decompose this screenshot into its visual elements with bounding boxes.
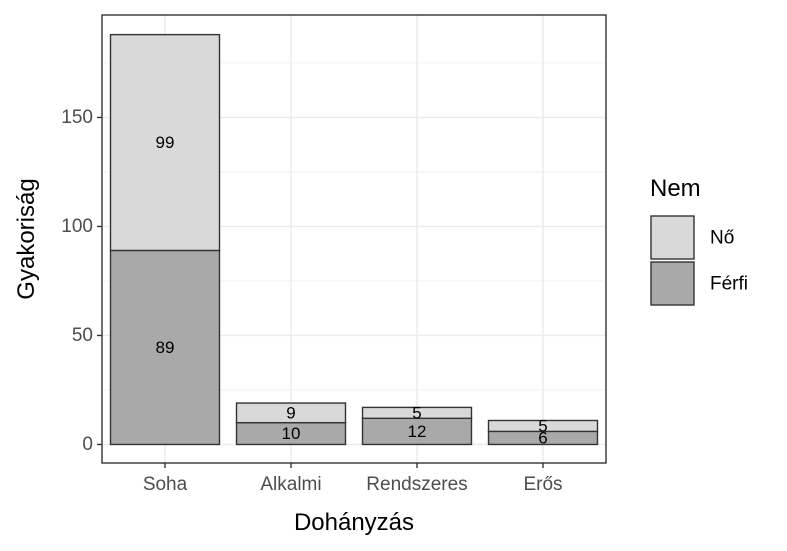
y-tick-label: 50 <box>72 325 93 346</box>
bar-value-label: 6 <box>538 428 547 447</box>
bar-value-label: 9 <box>286 403 295 422</box>
bars <box>109 33 599 446</box>
x-tick-label: Erős <box>523 474 562 495</box>
x-axis: Soha Alkalmi Rendszeres Erős <box>143 463 563 495</box>
bar-value-label: 10 <box>282 424 301 443</box>
bar-ferfi-0 <box>109 249 221 446</box>
bar-value-label: 99 <box>156 133 175 152</box>
bar-no-1 <box>235 402 347 424</box>
y-axis: 0 50 100 150 <box>61 107 102 455</box>
legend-key <box>650 261 695 306</box>
legend: Nem Nő Férfi <box>650 175 748 306</box>
y-axis-title: Gyakoriság <box>13 178 40 299</box>
bar-no-0 <box>109 33 221 252</box>
bar-value-label: 12 <box>408 422 427 441</box>
x-tick-label: Soha <box>143 474 188 495</box>
bar-value-label: 5 <box>538 416 547 435</box>
legend-title: Nem <box>650 175 701 202</box>
bar-no-2 <box>361 406 473 420</box>
legend-key <box>650 215 695 260</box>
y-tick-label: 0 <box>82 434 93 455</box>
y-tick-label: 150 <box>61 107 93 128</box>
legend-items: Nő Férfi <box>650 215 748 306</box>
x-tick-label: Rendszeres <box>366 474 467 495</box>
panel-border <box>101 14 607 464</box>
y-tick-label: 100 <box>61 216 93 237</box>
bar-value-label: 89 <box>156 338 175 357</box>
legend-label: Nő <box>710 228 734 249</box>
bar-no-3 <box>487 419 599 433</box>
legend-label: Férfi <box>710 274 748 295</box>
x-axis-title: Dohányzás <box>294 509 414 536</box>
bar-value-label: 5 <box>412 403 421 422</box>
x-tick-label: Alkalmi <box>260 474 321 495</box>
